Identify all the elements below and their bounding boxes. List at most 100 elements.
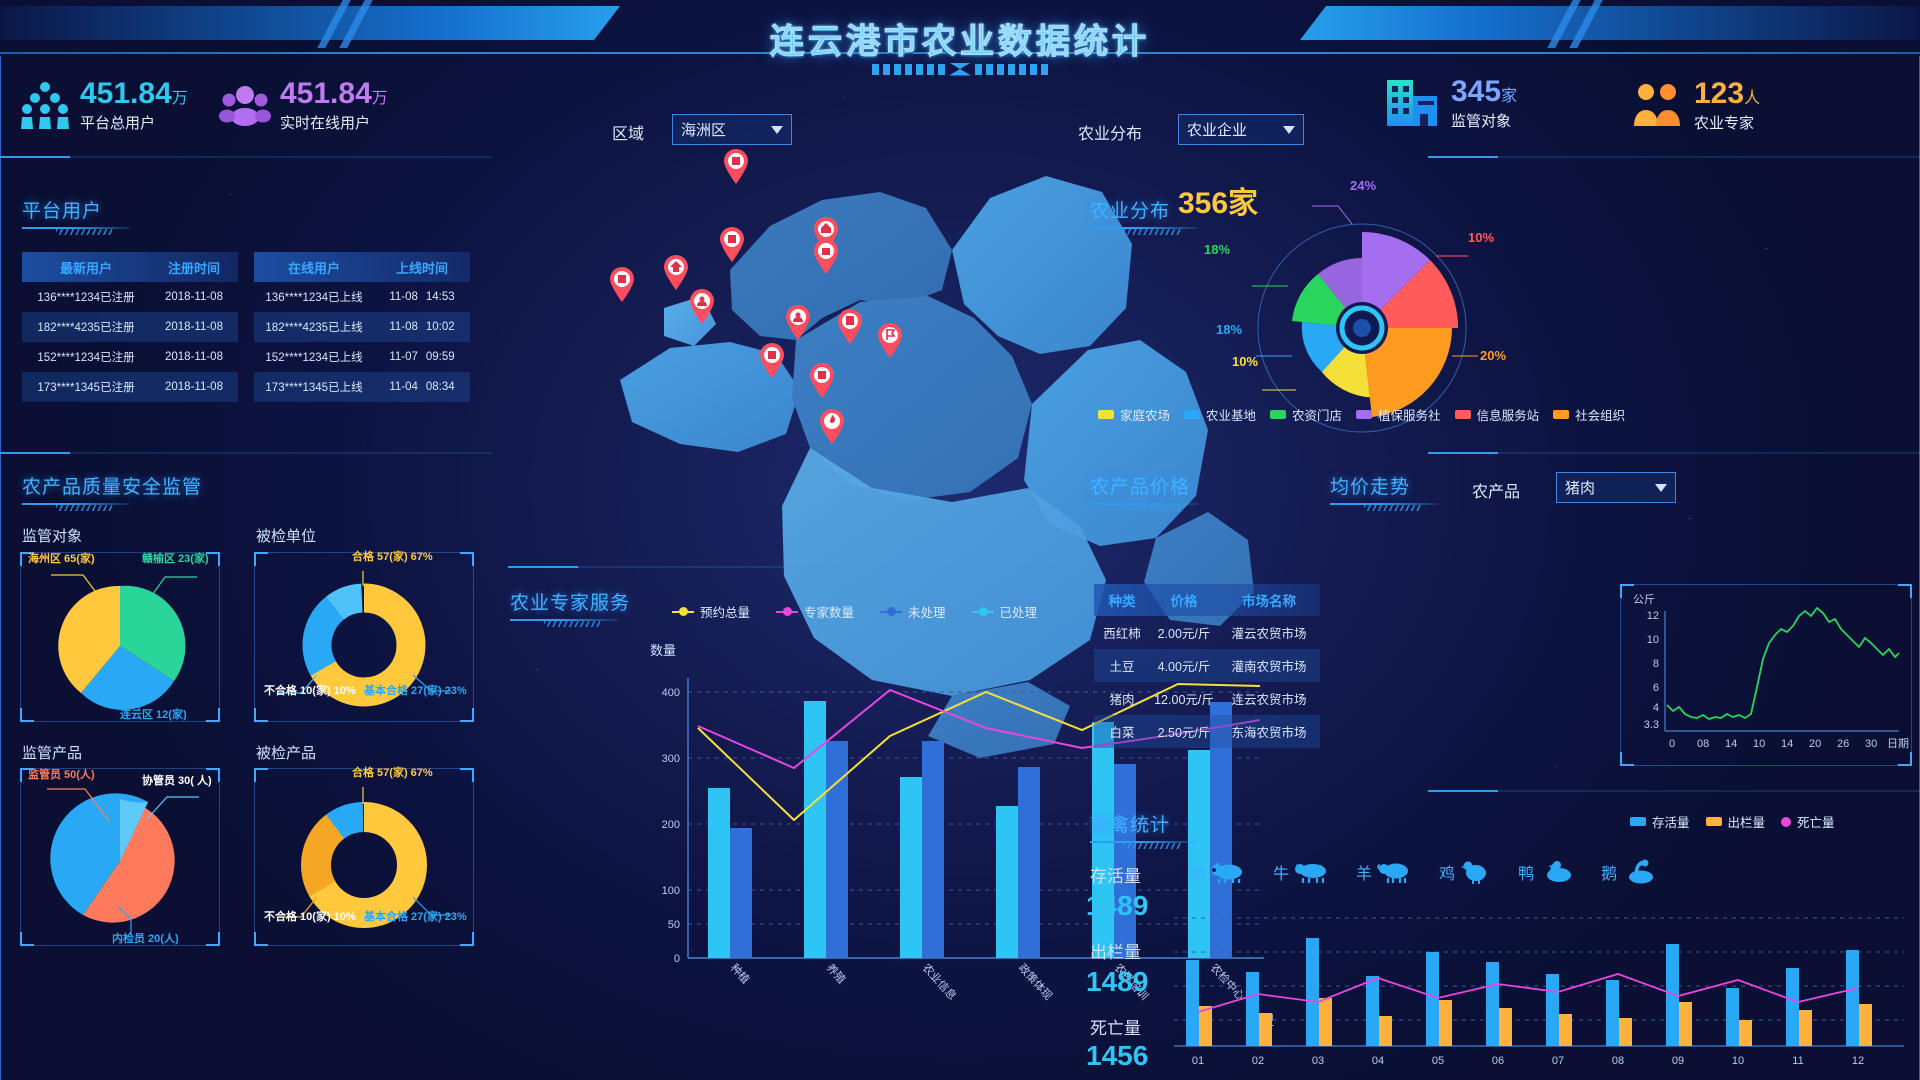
svg-text:100: 100 [662,885,680,897]
legend-item[interactable]: 专家数量 [776,602,854,621]
animal-pig[interactable]: 猪 [1190,860,1245,884]
animal-label: 猪 [1190,866,1207,883]
donut-label-basic2: 基本合格 27(家) 23% [364,911,467,923]
legend-label: 预约总量 [700,606,751,620]
legend-swatch [1705,817,1722,826]
legend-item[interactable]: 已处理 [971,602,1037,621]
product-price-table: 种类 价格 市场名称 西红柿 2.00元/斤 灌云农贸市场 土豆 4.00元/斤… [1094,584,1320,748]
table-row[interactable]: 173****1345已注册 2018-11-08 [22,372,238,402]
map-pin-5[interactable] [608,266,636,302]
table-row[interactable]: 182****4235已注册 2018-11-08 [22,312,238,342]
table-row[interactable]: 土豆 4.00元/斤 灌南农贸市场 [1094,649,1320,682]
map-pin-6[interactable] [812,238,840,274]
animal-goose[interactable]: 鹅 [1601,859,1656,884]
livestock-legend: 存活量 出栏量 死亡量 [1630,812,1835,831]
section-topline [508,566,1068,568]
svg-text:10: 10 [1647,634,1659,646]
svg-text:14: 14 [1725,738,1737,750]
section-topline [1428,452,1920,454]
goose-icon [1629,859,1654,884]
cell-time: 09:59 [425,351,455,363]
cell-user: 136****1234已注册 [37,292,135,304]
livestock-stat-value-1: 1489 [1086,966,1149,997]
table-header-row: 最新用户 注册时间 [22,252,238,282]
map-pin-4[interactable] [662,254,690,290]
svg-text:14: 14 [1781,738,1793,750]
table-row[interactable]: 西红柿 2.00元/斤 灌云农贸市场 [1094,616,1320,649]
map-pin-1[interactable] [722,148,750,184]
legend-item[interactable]: 出栏量 [1705,812,1765,831]
legend-item[interactable]: 未处理 [880,602,946,621]
map-pin-3[interactable] [812,216,840,252]
legend-item[interactable]: 死亡量 [1781,812,1835,831]
legend-item[interactable]: 存活量 [1630,812,1690,831]
table-row[interactable]: 白菜 2.50元/斤 东海农贸市场 [1094,715,1320,748]
animal-label: 牛 [1273,866,1290,883]
table-row[interactable]: 136****1234已上线 11-08 14:53 [254,282,470,312]
distribution-select-value: 农业企业 [1187,122,1248,139]
animal-label: 鹅 [1601,866,1618,883]
map-pin-7[interactable] [688,288,716,324]
price-trend-select[interactable]: 猪肉 [1556,472,1676,503]
legend-item[interactable]: 预约总量 [672,602,750,621]
column-header: 种类 [1108,594,1136,609]
legend-swatch [971,606,994,616]
map-pin-2[interactable] [718,226,746,262]
cell-date: 11-08 [389,321,418,333]
map-pin-8[interactable] [784,304,812,340]
table-row[interactable]: 136****1234已注册 2018-11-08 [22,282,238,312]
rose-label-24: 24% [1350,178,1377,193]
cell-price: 4.00元/斤 [1157,660,1211,674]
legend-label: 农资门店 [1292,409,1343,423]
kpi-value: 123 [1694,77,1745,110]
distribution-select[interactable]: 农业企业 [1178,114,1304,145]
animal-sheep[interactable]: 羊 [1356,860,1411,884]
map-pin-12[interactable] [808,362,836,398]
map-pin-13[interactable] [818,408,846,444]
region-select[interactable]: 海洲区 [672,114,792,145]
price-trend-card: 公斤 12 10 8 6 4 3.3 0 08 14 10 14 20 26 3… [1620,584,1912,766]
legend-item[interactable]: 信息服务站 [1454,405,1540,424]
legend-item[interactable]: 家庭农场 [1098,405,1170,424]
legend-item[interactable]: 农资门店 [1270,405,1342,424]
cell-time: 14:53 [425,291,455,303]
table-row[interactable]: 173****1345已上线 11-04 08:34 [254,372,470,402]
table-row[interactable]: 猪肉 12.00元/斤 连云农贸市场 [1094,682,1320,715]
region-map[interactable] [560,140,1360,758]
map-pin-10[interactable] [876,322,904,358]
animal-label: 鸡 [1439,866,1456,883]
map-pin-9[interactable] [836,308,864,344]
expert-service-chart: 400 300 200 100 50 0 种植 养殖 农业信息 政策体现 农民培… [662,678,1264,1003]
livestock-stat-label-1: 出栏量 [1090,943,1141,962]
map-pin-11[interactable] [758,342,786,378]
legend-item[interactable]: 植保服务社 [1356,405,1441,424]
svg-text:政策体现: 政策体现 [1016,961,1056,1003]
cell-market: 灌云农贸市场 [1231,627,1307,641]
donut-label-unqualified2: 不合格 10(家) 10% [264,911,356,923]
chart-title-inspected-products: 被检产品 [256,745,317,762]
animal-chicken[interactable]: 鸡 [1439,860,1490,884]
cell-price: 2.00元/斤 [1157,627,1211,641]
table-row[interactable]: 182****4235已上线 11-08 10:02 [254,312,470,342]
animal-duck[interactable]: 鸭 [1518,860,1573,884]
table-row[interactable]: 152****1234已注册 2018-11-08 [22,342,238,372]
duck-icon [1547,861,1572,882]
svg-text:05: 05 [1432,1055,1444,1067]
livestock-chart: 01 02 03 04 05 06 07 08 09 10 11 12 [1174,917,1904,1067]
animal-cow[interactable]: 牛 [1273,860,1328,884]
legend-item[interactable]: 农业基地 [1184,405,1256,424]
table-header-row: 种类 价格 市场名称 [1094,584,1320,616]
kpi-value: 451.84 [280,77,372,110]
svg-text:200: 200 [662,819,680,831]
livestock-animal-row: 猪 牛 羊 鸡 鸭 鹅 [1190,859,1656,884]
table-row[interactable]: 152****1234已上线 11-07 09:59 [254,342,470,372]
legend-swatch [1098,410,1114,419]
legend-label: 家庭农场 [1120,409,1171,423]
section-topline [1428,790,1920,792]
cell-user: 182****4235已注册 [37,322,135,334]
chevron-down-icon [771,125,783,134]
legend-label: 信息服务站 [1476,409,1540,423]
price-trend-heading: 均价走势 [1330,472,1438,511]
chart-title-supervised-products: 监管产品 [22,745,83,762]
legend-item[interactable]: 社会组织 [1553,405,1625,424]
